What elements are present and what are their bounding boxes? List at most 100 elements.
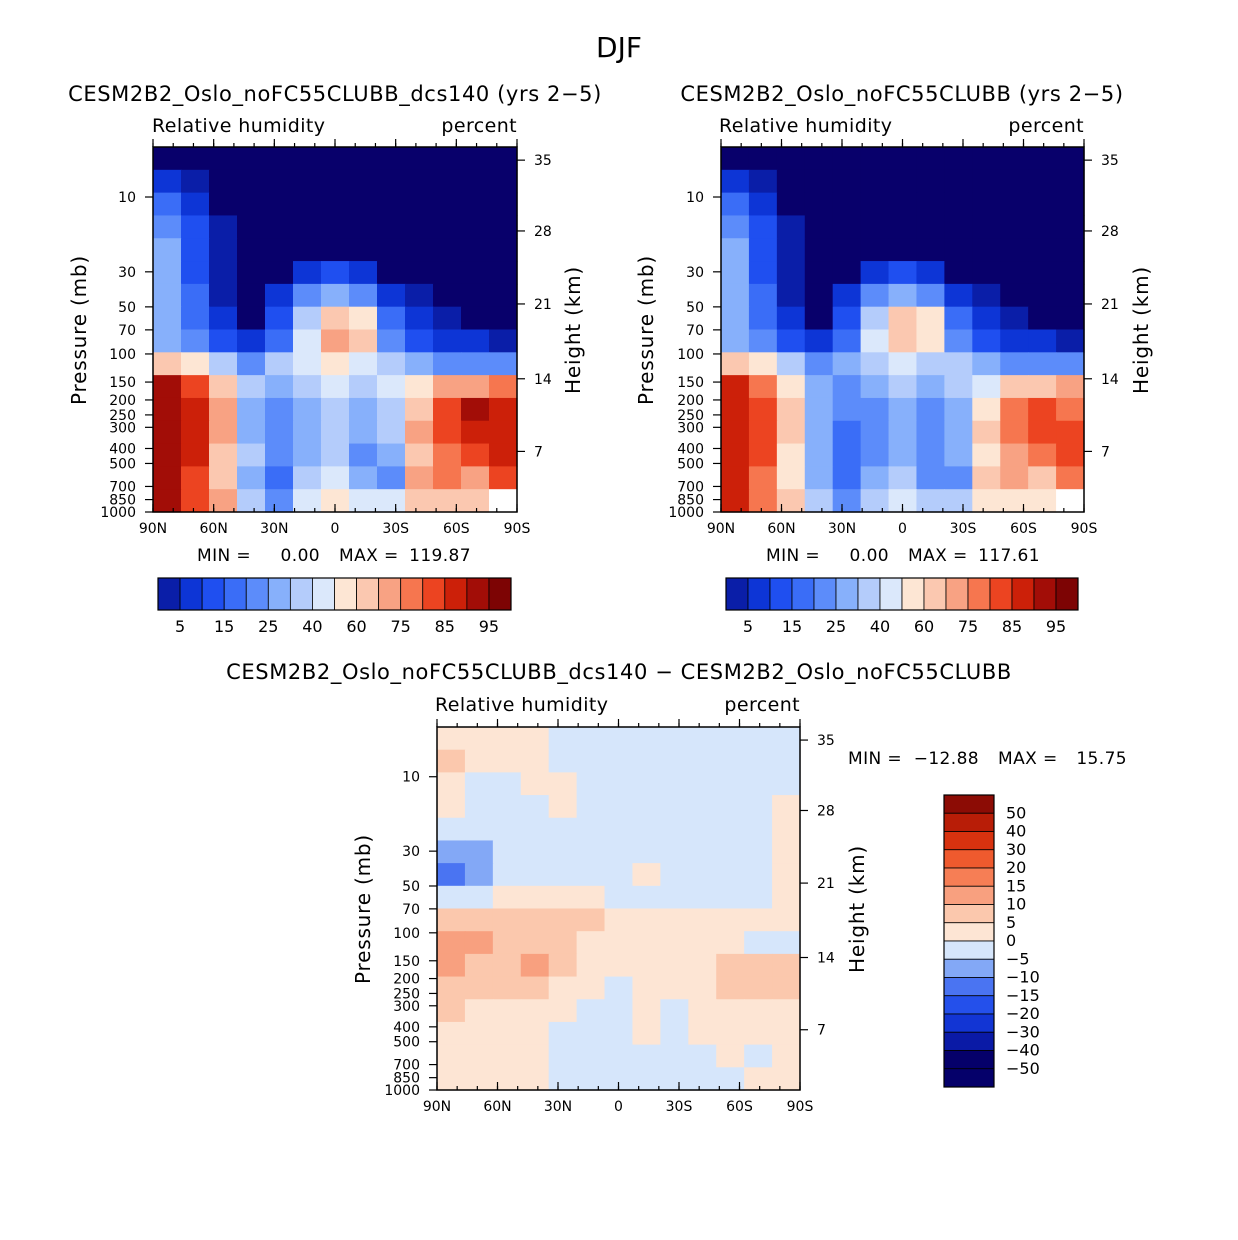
contour-cell (804, 443, 834, 467)
contour-cell (1028, 443, 1057, 467)
contour-cell (433, 169, 462, 194)
colorbar-swatch (967, 577, 991, 611)
contour-cell (349, 169, 378, 194)
y2-tick-label: 21 (534, 297, 552, 313)
contour-cell (153, 375, 182, 399)
contour-cell (464, 863, 494, 887)
colorbar-label: 5 (743, 617, 753, 636)
contour-cell (972, 375, 1001, 399)
contour-cell (916, 169, 945, 194)
contour-cell (744, 1021, 773, 1046)
colorbar-swatch (943, 1050, 995, 1070)
contour-cell (716, 953, 745, 978)
contour-cell (772, 772, 801, 796)
contour-cell (916, 261, 945, 285)
contour-cell (860, 147, 890, 171)
contour-cell (576, 953, 606, 978)
contour-cell (433, 420, 462, 445)
contour-cell (349, 375, 378, 399)
colorbar-label: 20 (1006, 858, 1026, 877)
figure-title: DJF (596, 31, 642, 64)
contour-cell (916, 283, 945, 308)
contour-cell (660, 863, 689, 887)
contour-cell (744, 953, 773, 978)
contour-cell (464, 885, 494, 910)
contour-cell (1028, 261, 1057, 285)
colorbar-label: 60 (914, 617, 934, 636)
contour-cell (832, 466, 862, 490)
contour-cell (181, 443, 210, 467)
contour-cell (153, 420, 182, 445)
variable-label: Relative humidity (152, 115, 325, 137)
contour-cell (1056, 215, 1085, 239)
contour-cell (181, 169, 210, 194)
contour-cell (153, 192, 182, 217)
colorbar-swatch (356, 577, 380, 611)
contour-cell (776, 261, 806, 285)
contour-cell (492, 953, 522, 978)
contour-cell (1000, 215, 1029, 239)
contour-cell (489, 147, 518, 171)
contour-cell (1000, 443, 1029, 467)
contour-cell (888, 283, 918, 308)
contour-cell (405, 238, 434, 262)
contour-cell (461, 352, 490, 376)
contour-cell (433, 238, 462, 262)
contour-cell (776, 283, 806, 308)
contour-cell (520, 999, 550, 1023)
contour-cell (916, 420, 945, 445)
contour-cell (888, 397, 918, 422)
contour-cell (860, 375, 890, 399)
contour-cell (1028, 420, 1057, 445)
contour-cell (860, 489, 890, 513)
colorbar-label: 5 (175, 617, 185, 636)
contour-cell (804, 420, 834, 445)
contour-cell (744, 817, 773, 842)
contour-cell (972, 306, 1001, 331)
y-tick-label: 700 (109, 479, 136, 495)
contour-cell (237, 466, 266, 490)
contour-cell (776, 306, 806, 331)
contour-cell (321, 283, 350, 308)
contour-cell (888, 215, 918, 239)
contour-cell (437, 817, 466, 842)
contour-cell (1056, 420, 1085, 445)
contour-cell (437, 840, 466, 864)
colorbar-label: −15 (1006, 986, 1040, 1005)
contour-cell (405, 420, 434, 445)
contour-cell (804, 238, 834, 262)
y2-tick-label: 14 (1101, 372, 1119, 388)
contour-cell (377, 466, 406, 490)
contour-cell (576, 817, 606, 842)
colorbar-swatch (923, 577, 947, 611)
contour-cell (433, 489, 462, 513)
contour-cell (1000, 397, 1029, 422)
contour-cell (804, 261, 834, 285)
contour-cell (293, 147, 322, 171)
min-label: MIN = (766, 546, 820, 566)
contour-cell (1056, 306, 1085, 331)
contour-cell (321, 489, 350, 513)
contour-cell (265, 192, 294, 217)
contour-cell (349, 238, 378, 262)
contour-cell (377, 192, 406, 217)
colorbar-label: 15 (1006, 876, 1026, 895)
contour-cell (721, 169, 750, 194)
contour-cell (321, 397, 350, 422)
contour-cell (748, 397, 778, 422)
contour-cell (548, 840, 578, 864)
contour-cell (464, 1044, 494, 1068)
contour-cell (1028, 215, 1057, 239)
contour-cell (888, 329, 918, 353)
contour-cell (660, 908, 689, 932)
contour-cell (688, 1067, 717, 1091)
contour-cell (972, 397, 1001, 422)
contour-cell (548, 1021, 578, 1046)
contour-cell (832, 261, 862, 285)
contour-cell (433, 192, 462, 217)
contour-cell (464, 727, 494, 751)
colorbar-label: 95 (1046, 617, 1066, 636)
y-tick-label: 400 (677, 441, 704, 457)
colorbar-swatch (943, 885, 995, 905)
